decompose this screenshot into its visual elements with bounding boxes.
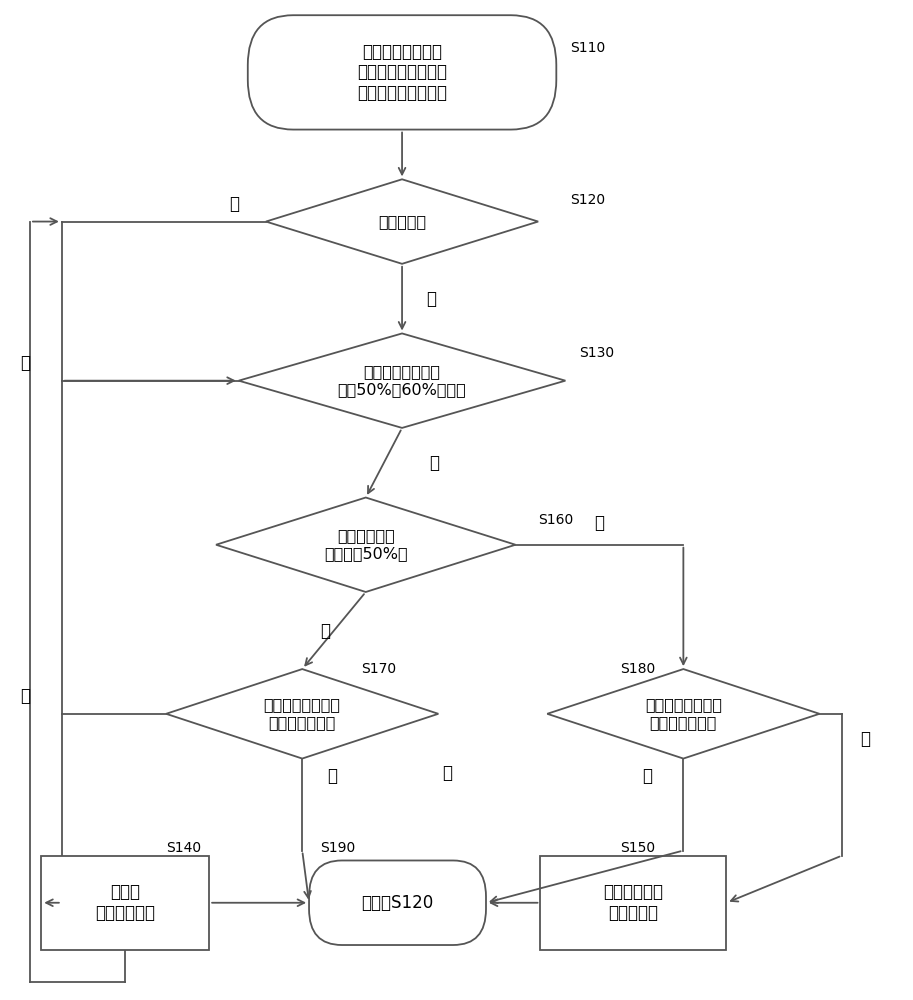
Text: 否: 否: [426, 290, 436, 308]
Polygon shape: [216, 498, 516, 592]
Text: 否: 否: [642, 767, 652, 785]
FancyBboxPatch shape: [247, 15, 556, 130]
Text: 车窗和
天窗关闭程序: 车窗和 天窗关闭程序: [95, 883, 155, 922]
Polygon shape: [266, 179, 538, 264]
Text: 否: 否: [443, 764, 453, 782]
Text: 否: 否: [429, 454, 439, 472]
Text: 是: 是: [20, 354, 30, 372]
Text: S130: S130: [579, 346, 614, 360]
Polygon shape: [238, 333, 565, 428]
Text: 否: 否: [594, 514, 604, 532]
Text: 否: 否: [327, 767, 337, 785]
Text: 返回至S120: 返回至S120: [362, 894, 434, 912]
Text: S140: S140: [166, 841, 201, 855]
Text: 车窗和天窗部
分开启程序: 车窗和天窗部 分开启程序: [603, 883, 664, 922]
Text: S160: S160: [538, 513, 573, 527]
Polygon shape: [547, 669, 820, 759]
Bar: [540, 856, 727, 950]
Text: 驾驶员开启驻车时
调节车内空气湿度的
车窗和天窗控制系统: 驾驶员开启驻车时 调节车内空气湿度的 车窗和天窗控制系统: [357, 43, 447, 102]
Text: 是: 是: [229, 195, 239, 213]
Text: 是: 是: [860, 730, 870, 748]
Polygon shape: [166, 669, 438, 759]
Text: 车外空气湿度是否
大于车内湿度？: 车外空气湿度是否 大于车内湿度？: [645, 698, 722, 730]
Text: S190: S190: [320, 841, 356, 855]
Text: 车内空气湿度
是否小于50%？: 车内空气湿度 是否小于50%？: [324, 529, 407, 561]
FancyBboxPatch shape: [309, 860, 486, 945]
Text: S170: S170: [362, 662, 396, 676]
Text: S180: S180: [620, 662, 656, 676]
Text: S150: S150: [620, 841, 655, 855]
Text: 是: 是: [20, 687, 30, 705]
Text: S120: S120: [570, 193, 605, 207]
Text: 车内空气湿度是否
介于50%和60%之间？: 车内空气湿度是否 介于50%和60%之间？: [338, 364, 467, 397]
Text: 车外空气湿度是否
小于车内湿度？: 车外空气湿度是否 小于车内湿度？: [264, 698, 341, 730]
Bar: [41, 856, 209, 950]
Text: 是: 是: [320, 622, 330, 640]
Text: S110: S110: [570, 41, 605, 55]
Text: 是否下雨？: 是否下雨？: [378, 214, 426, 229]
